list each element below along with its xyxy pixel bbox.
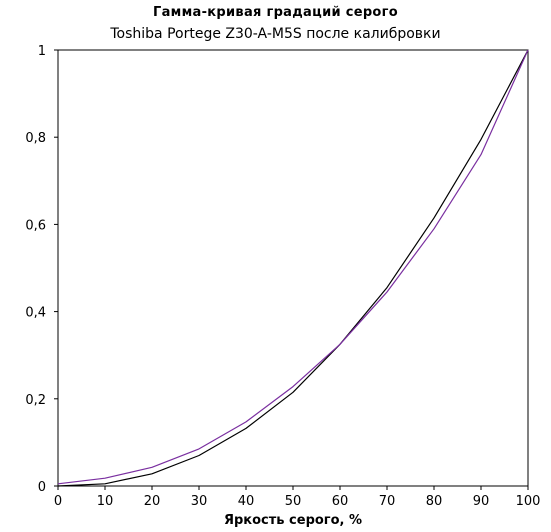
- x-tick-label: 30: [191, 494, 208, 509]
- x-tick-label: 90: [473, 494, 490, 509]
- y-tick-label: 0,6: [25, 218, 46, 233]
- y-tick-label: 1: [38, 44, 46, 59]
- chart-subtitle: Toshiba Portege Z30-A-M5S после калибров…: [110, 26, 441, 42]
- plot-area-frame: [57, 49, 529, 487]
- x-tick-label: 80: [426, 494, 443, 509]
- series-line-1: [57, 49, 529, 487]
- axes: [57, 49, 529, 487]
- x-tick-label: 0: [54, 494, 62, 509]
- x-tick-label: 70: [379, 494, 396, 509]
- x-tick-label: 50: [285, 494, 302, 509]
- series-lines: [57, 49, 529, 487]
- x-tick-label: 10: [97, 494, 114, 509]
- y-tick-label: 0,8: [25, 131, 46, 146]
- x-tick-label: 100: [516, 494, 541, 509]
- ticks: 0 10 20 30 40 50 60 70 80 90 100 0 0,2 0,4 0,6 0,8 1: [25, 44, 540, 509]
- y-tick-label: 0,4: [25, 306, 46, 321]
- x-tick-label: 20: [144, 494, 161, 509]
- y-tick-label: 0,2: [25, 393, 46, 408]
- x-tick-label: 40: [238, 494, 255, 509]
- x-tick-label: 60: [332, 494, 349, 509]
- y-tick-label: 0: [38, 480, 46, 495]
- series-line-2: [57, 49, 529, 485]
- x-axis-label: Яркость серого, %: [223, 513, 363, 528]
- chart-title: Гамма-кривая градаций серого: [153, 5, 398, 20]
